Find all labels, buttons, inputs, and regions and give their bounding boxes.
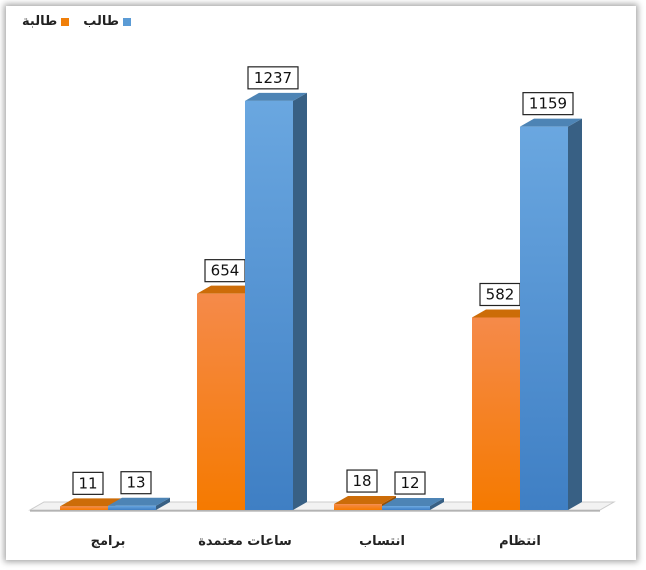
x-tick-label-0: انتظام xyxy=(499,534,541,549)
data-label-male-0: 1159 xyxy=(522,92,574,116)
data-label-male-1: 12 xyxy=(394,471,426,495)
legend-label-male: طالب xyxy=(83,14,119,29)
chart-legend: طالب طالبة xyxy=(22,14,131,29)
bar-male-1 xyxy=(382,498,444,510)
svg-text:12: 12 xyxy=(400,474,419,492)
svg-text:18: 18 xyxy=(352,472,371,490)
svg-text:582: 582 xyxy=(486,285,515,303)
legend-swatch-male xyxy=(122,17,131,26)
x-tick-label-2: ساعات معتمدة xyxy=(198,534,292,549)
data-label-male-2: 1237 xyxy=(247,66,299,90)
bar-male-3 xyxy=(108,497,170,510)
svg-text:1159: 1159 xyxy=(529,95,567,113)
bar-male-0 xyxy=(520,118,582,510)
svg-text:13: 13 xyxy=(126,474,145,492)
data-label-female-2: 654 xyxy=(204,259,246,283)
legend-item-female: طالبة xyxy=(22,14,70,29)
svg-text:1237: 1237 xyxy=(254,69,292,87)
x-tick-label-1: انتساب xyxy=(359,534,405,549)
legend-label-female: طالبة xyxy=(22,14,58,29)
svg-text:11: 11 xyxy=(78,474,97,492)
data-label-female-1: 18 xyxy=(346,469,378,493)
data-label-female-3: 11 xyxy=(72,471,104,495)
data-label-male-3: 13 xyxy=(120,471,152,495)
svg-text:654: 654 xyxy=(211,262,240,280)
x-tick-label-3: برامج xyxy=(91,534,126,549)
bar-male-2 xyxy=(245,92,307,510)
data-label-female-0: 582 xyxy=(479,282,521,307)
legend-swatch-female xyxy=(61,17,70,26)
legend-item-male: طالب xyxy=(83,14,131,29)
